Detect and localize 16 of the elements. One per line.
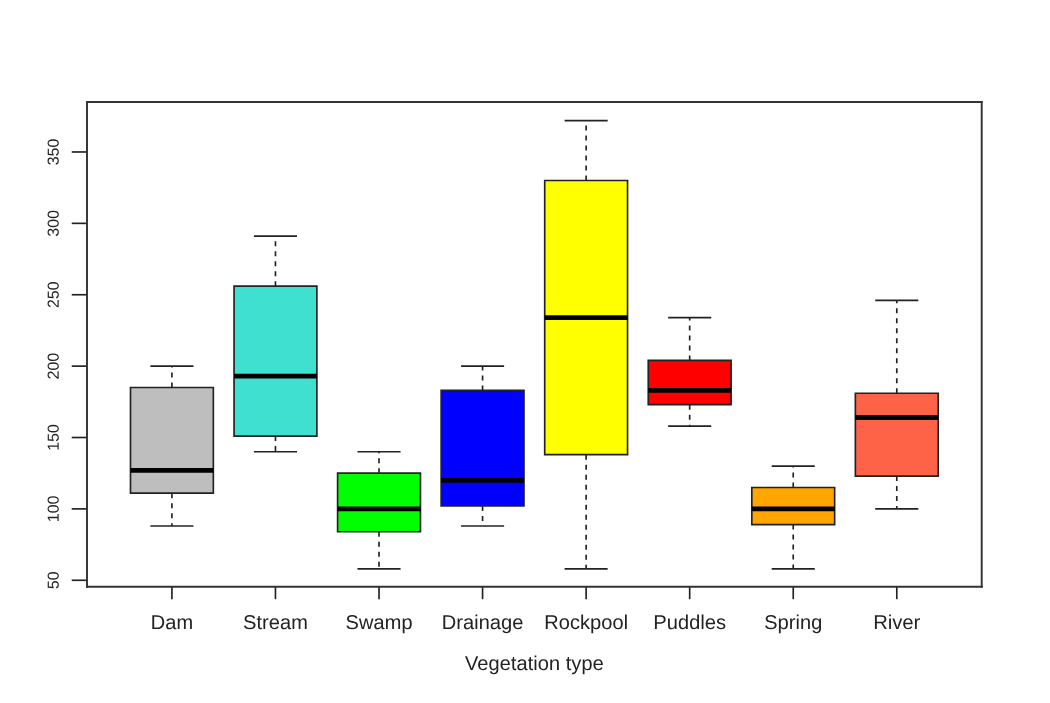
x-tick-label: Dam	[152, 615, 192, 630]
y-tick-label: 200	[47, 353, 59, 379]
y-tick-label: 50	[47, 572, 59, 589]
x-tick-label: Puddles	[654, 614, 726, 630]
x-tick-label: Swamp	[346, 615, 412, 634]
x-tick-label: Drainage	[443, 614, 523, 634]
x-tick-label: Rockpool	[545, 614, 627, 634]
y-tick-label: 250	[47, 282, 59, 308]
x-tick-label: Spring	[765, 614, 822, 634]
y-tick-label: 350	[47, 139, 59, 165]
y-tick-label: 300	[47, 210, 59, 237]
x-axis-title: Vegetation type	[465, 655, 603, 675]
x-tick-label: River	[874, 614, 920, 630]
x-tick-label: Stream	[243, 615, 307, 630]
y-tick-label: 150	[47, 424, 59, 450]
y-tick-label: 100	[47, 496, 59, 521]
